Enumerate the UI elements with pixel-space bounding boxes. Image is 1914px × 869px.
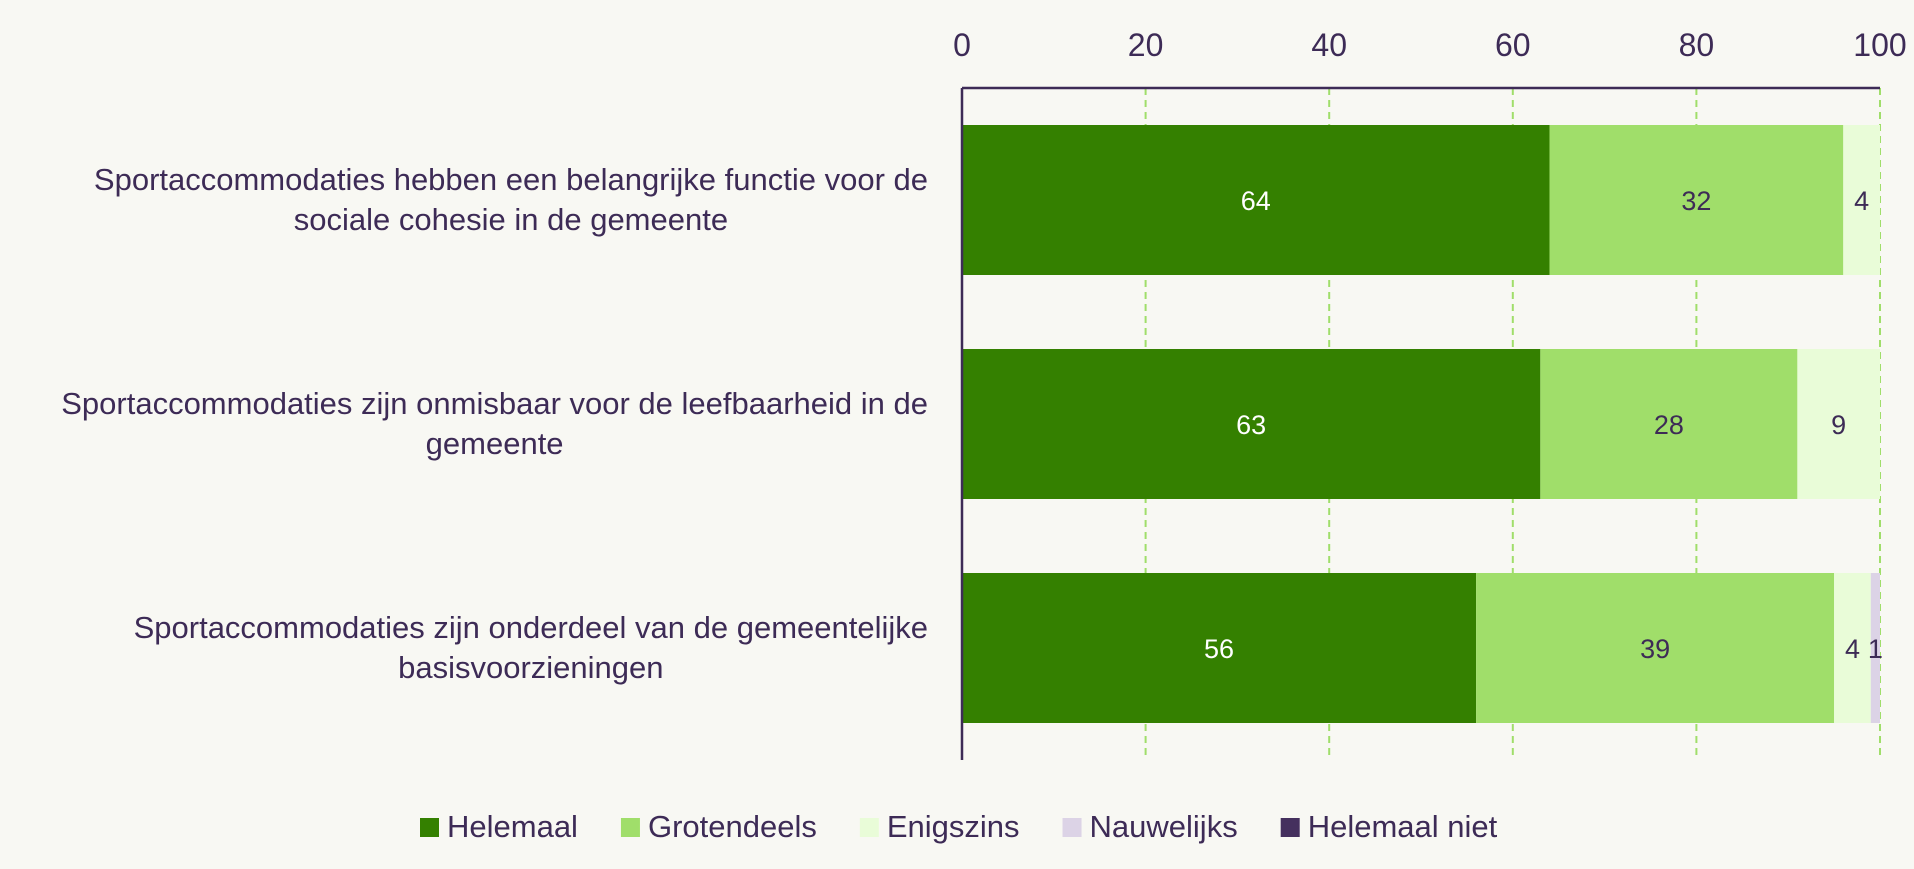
legend-label: Enigszins [887, 809, 1020, 844]
legend: Helemaal Grotendeels Enigszins Nauwelijks He… [420, 809, 1498, 844]
bar-segment [1834, 573, 1871, 723]
legend-swatch [420, 818, 439, 837]
data-label: 9 [1831, 410, 1846, 440]
bar-segment [1476, 573, 1835, 723]
x-tick-label: 60 [1495, 27, 1531, 63]
data-label: 63 [1236, 410, 1266, 440]
data-label: 32 [1681, 186, 1711, 216]
bars: 64 32 463 28 956 39 4 1 [962, 125, 1883, 723]
legend-item: Helemaal [420, 809, 578, 844]
bar-segment [1843, 125, 1880, 275]
legend-swatch [1280, 818, 1300, 837]
bar-segment [962, 573, 1477, 723]
legend-item: Helemaal niet [1280, 809, 1498, 844]
legend-label: Nauwelijks [1090, 809, 1238, 844]
legend-label: Helemaal [447, 809, 578, 844]
legend-label: Grotendeels [648, 809, 817, 844]
bar-segment [1549, 125, 1844, 275]
legend-item: Nauwelijks [1062, 809, 1238, 844]
data-label: 39 [1640, 634, 1670, 664]
bar-segment [1797, 349, 1880, 499]
category-label-line: Sportaccommodaties hebben een belangrijk… [94, 162, 928, 197]
category-labels: Sportaccommodaties hebben een belangrijk… [61, 162, 928, 685]
x-axis-tick-labels: 0 20 40 60 80 100 [953, 27, 1907, 63]
legend-swatch [859, 818, 879, 837]
bar-segment [1540, 349, 1798, 499]
legend-swatch [1062, 818, 1082, 837]
legend-swatch [620, 818, 640, 837]
bar-segment [1870, 573, 1880, 723]
category-label-line: Sportaccommodaties zijn onderdeel van de… [134, 610, 928, 645]
category-label: Sportaccommodaties zijn onmisbaar voor d… [61, 386, 928, 461]
axes [960, 86, 1880, 760]
bar-segment [962, 125, 1550, 275]
category-label-line: Sportaccommodaties zijn onmisbaar voor d… [61, 386, 928, 421]
category-label: Sportaccommodaties hebben een belangrijk… [94, 162, 928, 237]
legend-label: Helemaal niet [1308, 809, 1498, 844]
legend-item: Grotendeels [620, 809, 817, 844]
data-label: 4 [1845, 634, 1860, 664]
x-tick-label: 80 [1679, 27, 1715, 63]
legend-item: Enigszins [859, 809, 1020, 844]
data-label: 4 [1854, 186, 1869, 216]
category-label-line: basisvoorzieningen [398, 650, 663, 685]
category-label: Sportaccommodaties zijn onderdeel van de… [134, 610, 928, 685]
data-label: 56 [1204, 634, 1234, 664]
x-tick-label: 40 [1311, 27, 1347, 63]
data-label: 1 [1868, 634, 1883, 664]
data-label: 28 [1654, 410, 1684, 440]
bar-segment [962, 349, 1541, 499]
x-tick-label: 20 [1128, 27, 1164, 63]
category-label-line: sociale cohesie in de gemeente [294, 202, 728, 237]
category-label-line: gemeente [426, 426, 564, 461]
x-tick-label: 100 [1853, 27, 1906, 63]
x-tick-label: 0 [953, 27, 971, 63]
data-label: 64 [1241, 186, 1271, 216]
